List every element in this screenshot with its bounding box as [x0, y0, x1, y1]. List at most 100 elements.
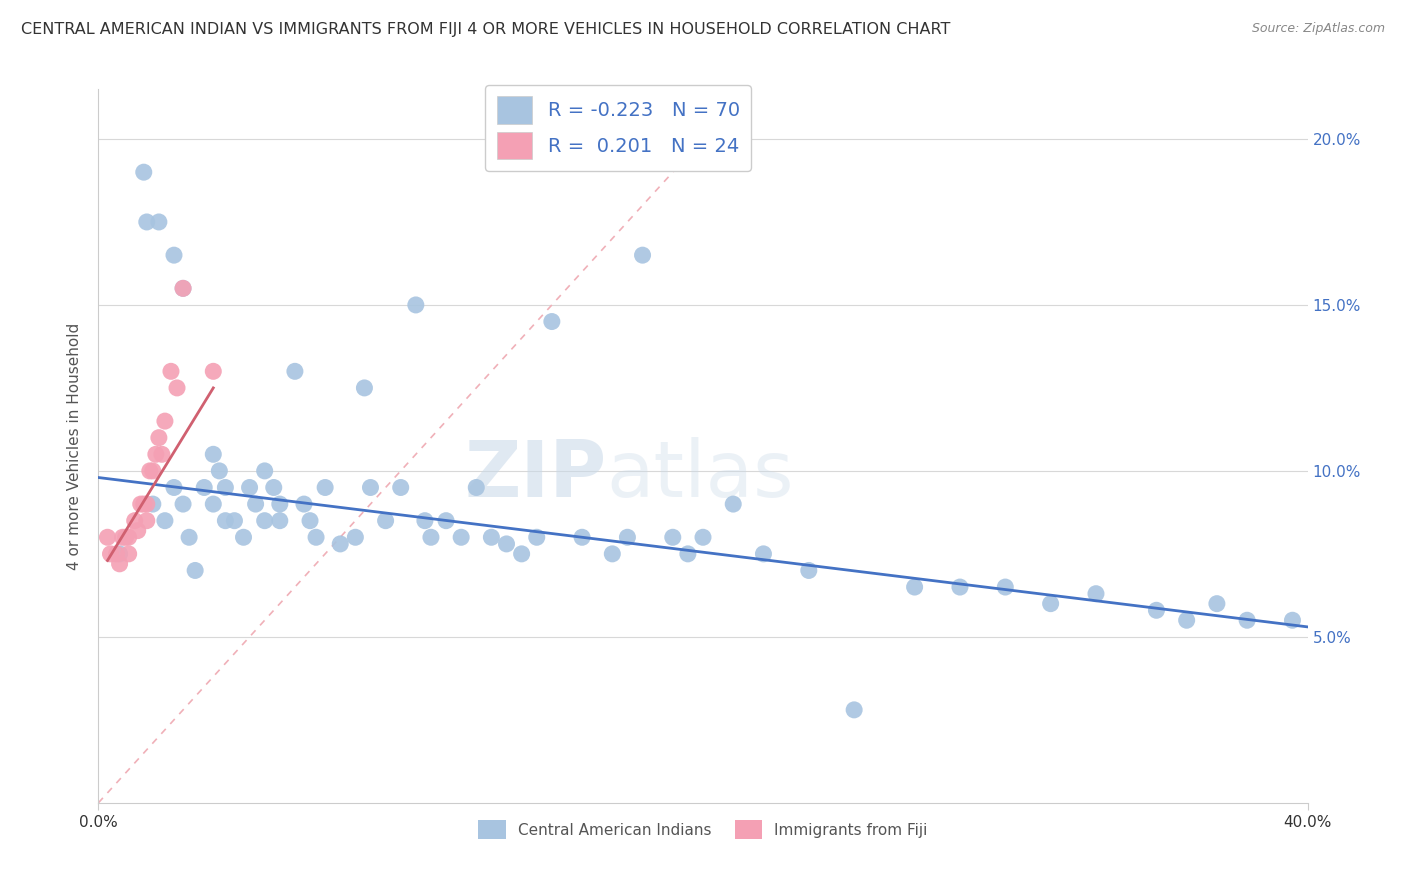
Point: [135, 215, 157, 229]
Point: [305, 530, 328, 544]
Point: [1281, 613, 1303, 627]
Point: [450, 530, 472, 544]
Point: [631, 248, 654, 262]
Point: [163, 481, 186, 495]
Point: [269, 514, 291, 528]
Point: [420, 530, 443, 544]
Point: [108, 547, 131, 561]
Y-axis label: 4 or more Vehicles in Household: 4 or more Vehicles in Household: [67, 322, 83, 570]
Point: [160, 364, 183, 378]
Point: [224, 514, 246, 528]
Point: [105, 547, 128, 561]
Point: [413, 514, 436, 528]
Point: [263, 481, 285, 495]
Point: [184, 564, 207, 578]
Point: [127, 524, 149, 538]
Point: [253, 514, 276, 528]
Point: [602, 547, 624, 561]
Point: [111, 530, 134, 544]
Text: atlas: atlas: [606, 436, 794, 513]
Text: CENTRAL AMERICAN INDIAN VS IMMIGRANTS FROM FIJI 4 OR MORE VEHICLES IN HOUSEHOLD : CENTRAL AMERICAN INDIAN VS IMMIGRANTS FR…: [21, 22, 950, 37]
Point: [353, 381, 375, 395]
Point: [96, 530, 118, 544]
Point: [1039, 597, 1062, 611]
Point: [284, 364, 307, 378]
Point: [752, 547, 775, 561]
Point: [540, 314, 562, 328]
Point: [142, 464, 165, 478]
Point: [202, 447, 225, 461]
Point: [314, 481, 336, 495]
Point: [166, 381, 188, 395]
Point: [510, 547, 533, 561]
Point: [179, 530, 201, 544]
Point: [1175, 613, 1198, 627]
Text: ZIP: ZIP: [464, 436, 606, 513]
Point: [1236, 613, 1258, 627]
Point: [1085, 587, 1108, 601]
Point: [374, 514, 396, 528]
Point: [797, 564, 820, 578]
Point: [269, 497, 291, 511]
Point: [135, 497, 157, 511]
Point: [193, 481, 215, 495]
Point: [495, 537, 517, 551]
Point: [692, 530, 714, 544]
Point: [904, 580, 927, 594]
Point: [844, 703, 866, 717]
Point: [118, 530, 141, 544]
Point: [465, 481, 488, 495]
Point: [214, 481, 236, 495]
Point: [135, 514, 157, 528]
Point: [676, 547, 699, 561]
Point: [145, 447, 167, 461]
Point: [172, 281, 194, 295]
Point: [526, 530, 548, 544]
Point: [100, 547, 122, 561]
Point: [1206, 597, 1229, 611]
Point: [1144, 603, 1167, 617]
Point: [139, 464, 162, 478]
Point: [148, 431, 170, 445]
Point: [949, 580, 972, 594]
Point: [994, 580, 1017, 594]
Point: [299, 514, 322, 528]
Point: [153, 514, 176, 528]
Point: [232, 530, 254, 544]
Point: [344, 530, 367, 544]
Point: [118, 547, 141, 561]
Point: [202, 364, 225, 378]
Point: [129, 497, 152, 511]
Point: [202, 497, 225, 511]
Point: [114, 530, 136, 544]
Point: [108, 557, 131, 571]
Point: [292, 497, 315, 511]
Point: [148, 215, 170, 229]
Point: [616, 530, 638, 544]
Point: [150, 447, 173, 461]
Point: [434, 514, 457, 528]
Point: [142, 497, 165, 511]
Point: [172, 281, 194, 295]
Point: [405, 298, 427, 312]
Point: [132, 165, 155, 179]
Point: [239, 481, 262, 495]
Point: [723, 497, 745, 511]
Point: [153, 414, 176, 428]
Point: [360, 481, 382, 495]
Point: [329, 537, 352, 551]
Point: [661, 530, 683, 544]
Point: [208, 464, 231, 478]
Point: [163, 248, 186, 262]
Point: [245, 497, 267, 511]
Point: [253, 464, 276, 478]
Legend: Central American Indians, Immigrants from Fiji: Central American Indians, Immigrants fro…: [472, 814, 934, 845]
Point: [132, 497, 155, 511]
Point: [124, 514, 146, 528]
Point: [389, 481, 412, 495]
Point: [481, 530, 503, 544]
Point: [214, 514, 236, 528]
Point: [172, 497, 194, 511]
Text: Source: ZipAtlas.com: Source: ZipAtlas.com: [1251, 22, 1385, 36]
Point: [571, 530, 593, 544]
